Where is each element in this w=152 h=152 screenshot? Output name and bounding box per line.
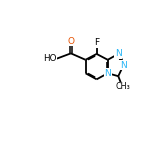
Text: N: N [104, 69, 111, 78]
Text: N: N [120, 60, 127, 70]
Text: HO: HO [43, 54, 57, 63]
Text: F: F [94, 38, 99, 47]
Text: O: O [67, 37, 74, 46]
Text: CH₃: CH₃ [115, 82, 130, 91]
Text: N: N [115, 49, 122, 58]
